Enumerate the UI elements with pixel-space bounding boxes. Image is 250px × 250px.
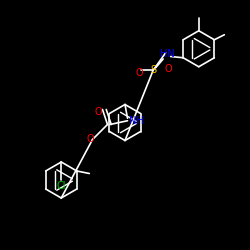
Text: O: O [136, 68, 143, 78]
Text: O: O [164, 64, 172, 74]
Text: HN: HN [160, 49, 174, 59]
Text: O: O [95, 107, 102, 117]
Text: O: O [86, 134, 94, 144]
Text: S: S [150, 65, 156, 75]
Text: NH: NH [129, 116, 144, 126]
Text: Cl: Cl [56, 181, 66, 191]
